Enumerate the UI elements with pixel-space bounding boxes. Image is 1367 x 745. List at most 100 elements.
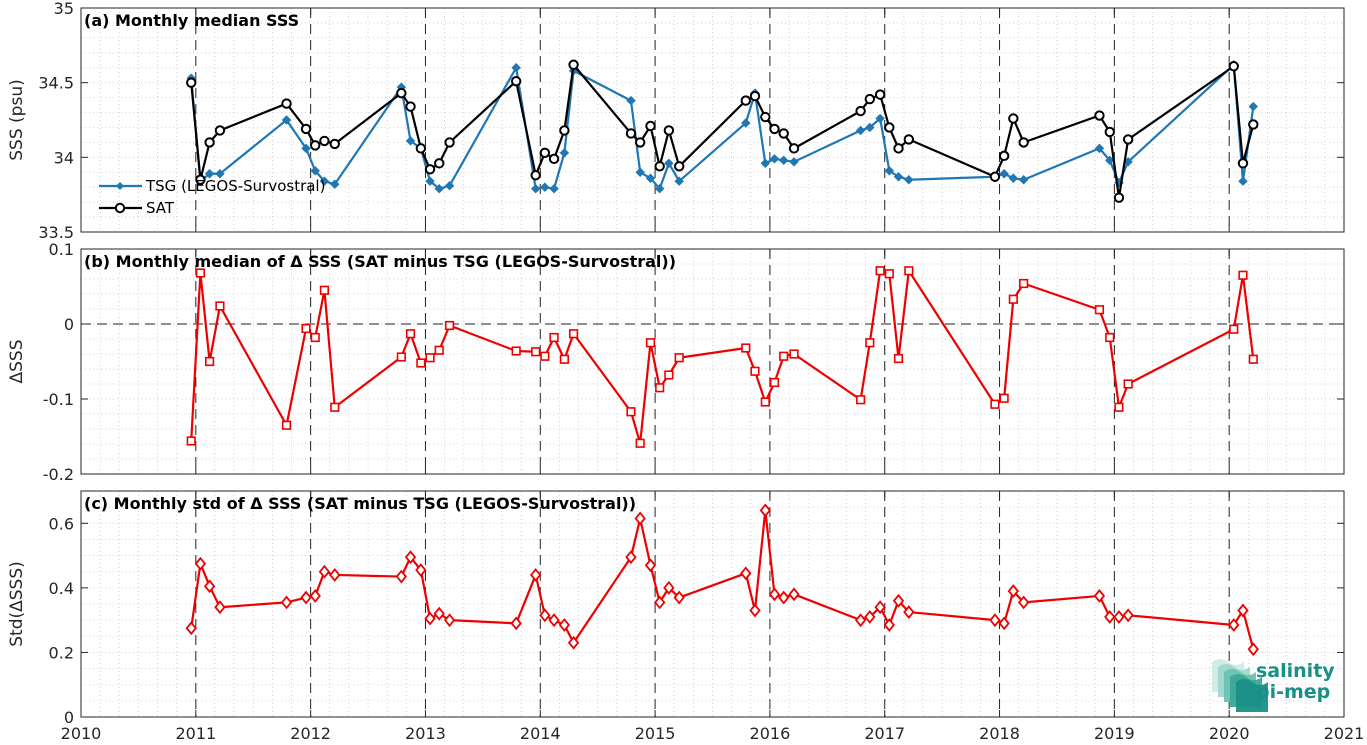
data-point-sat <box>1248 119 1259 130</box>
data-point-sat <box>548 153 560 165</box>
y-axis-label: ΔSSS <box>7 339 27 383</box>
data-point-tsg <box>540 182 550 192</box>
data-point-delta-median <box>904 266 914 276</box>
data-point-delta-std <box>1228 618 1240 632</box>
data-point-delta-std <box>194 556 207 571</box>
data-point-sat <box>186 77 197 88</box>
y-tick-label: -0.1 <box>43 390 74 409</box>
data-point-tsg <box>1018 175 1029 185</box>
data-point-tsg <box>875 113 885 124</box>
data-point-delta-std <box>510 616 522 631</box>
legend-label: SAT <box>146 199 175 217</box>
data-point-tsg <box>865 122 875 133</box>
data-point-delta-std <box>883 618 895 632</box>
data-point-delta-std <box>404 550 417 565</box>
data-point-tsg <box>1094 143 1105 154</box>
data-point-sat <box>998 150 1010 162</box>
data-point-delta-median <box>865 338 875 348</box>
data-point-sat <box>645 120 656 132</box>
data-point-sat <box>195 174 206 185</box>
data-point-sat <box>1113 192 1125 203</box>
data-point-sat <box>654 161 665 172</box>
data-point-delta-median <box>425 353 435 363</box>
data-point-delta-std <box>1113 609 1125 624</box>
data-point-tsg <box>281 115 292 125</box>
data-point-tsg <box>215 169 225 179</box>
data-point-sat <box>204 137 215 148</box>
x-tick-label: 2021 <box>1324 724 1365 743</box>
data-point-tsg <box>559 148 570 158</box>
x-tick-label: 2010 <box>61 724 102 743</box>
data-point-delta-std <box>415 563 427 578</box>
logo-wave <box>1236 679 1268 712</box>
data-point-sat <box>634 137 646 148</box>
data-point-sat <box>893 143 904 154</box>
data-point-delta-median <box>568 329 579 339</box>
data-point-tsg <box>1008 173 1019 183</box>
data-point-delta-median <box>769 377 780 388</box>
data-point-tsg <box>530 183 541 194</box>
data-point-delta-median <box>1123 379 1133 389</box>
y-tick-label: 0 <box>64 315 74 334</box>
data-point-delta-std <box>759 503 771 518</box>
legend-marker <box>114 202 126 214</box>
data-point-delta-std <box>1007 584 1019 599</box>
data-point-sat <box>539 147 551 159</box>
logo-text-pi-mep: pi-mep <box>1256 681 1330 703</box>
data-point-delta-std <box>1237 603 1249 618</box>
data-point-delta-std <box>548 613 560 628</box>
data-point-delta-median <box>1105 332 1115 343</box>
data-point-delta-std <box>654 595 666 610</box>
data-point-tsg <box>434 183 444 194</box>
data-point-sat <box>884 122 895 133</box>
data-point-delta-std <box>567 635 580 650</box>
data-point-delta-std <box>998 616 1010 631</box>
y-axis-label: Std(ΔSSS) <box>7 561 27 647</box>
y-tick-label: 0.6 <box>49 514 74 533</box>
y-tick-label: 0 <box>64 708 74 727</box>
data-point-sat <box>749 90 761 102</box>
data-point-delta-median <box>1248 354 1258 364</box>
data-point-delta-median <box>559 354 569 364</box>
data-point-delta-median <box>626 407 636 417</box>
data-point-sat <box>760 111 771 123</box>
legend: TSG (LEGOS-Survostral) SAT <box>99 177 325 217</box>
data-point-sat <box>424 164 436 175</box>
x-tick-label: 2015 <box>635 724 676 743</box>
x-tick-label: 2020 <box>1209 724 1250 743</box>
data-point-sat <box>855 105 866 117</box>
data-point-sat <box>1018 137 1029 148</box>
data-point-sat <box>319 135 330 147</box>
series-line <box>190 509 1255 650</box>
data-point-tsg <box>645 173 656 183</box>
y-tick-label: 35 <box>54 0 74 18</box>
data-point-delta-median <box>330 402 340 412</box>
data-point-tsg <box>904 175 914 185</box>
y-tick-label: 0.2 <box>49 643 74 662</box>
data-point-tsg <box>674 176 684 186</box>
data-point-delta-std <box>309 589 321 603</box>
data-point-tsg <box>855 125 866 136</box>
data-point-delta-std <box>203 579 216 594</box>
data-point-delta-std <box>892 593 905 608</box>
data-point-tsg <box>549 183 559 194</box>
data-point-delta-std <box>625 550 637 565</box>
data-point-delta-median <box>750 366 760 376</box>
data-point-sat <box>788 143 800 154</box>
logo-text-salinity: salinity <box>1256 660 1335 682</box>
data-point-delta-median <box>405 329 416 339</box>
data-point-delta-std <box>395 569 408 584</box>
data-point-delta-median <box>195 268 206 278</box>
salinity-waves-icon <box>1212 659 1268 712</box>
data-point-tsg <box>760 158 771 169</box>
legend-marker <box>116 182 124 190</box>
data-point-delta-std <box>903 605 915 619</box>
data-point-tsg <box>1248 101 1259 112</box>
data-point-delta-median <box>655 383 665 393</box>
data-point-sat <box>989 171 1001 182</box>
y-tick-label: 0.4 <box>49 579 74 598</box>
data-point-delta-std <box>768 587 781 602</box>
x-tick-label: 2019 <box>1094 724 1135 743</box>
data-point-sat <box>740 95 751 106</box>
